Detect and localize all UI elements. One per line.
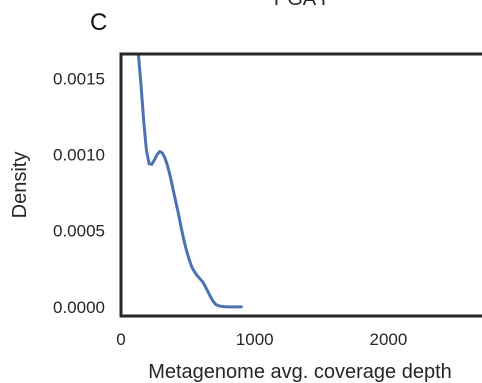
y-tick-label: 0.0005	[53, 222, 105, 241]
y-tick-label: 0.0000	[53, 298, 105, 317]
panel-label: C	[90, 9, 107, 36]
x-axis-label: Metagenome avg. coverage depth	[148, 361, 452, 383]
chart-title: PGA I	[274, 0, 326, 10]
plot-top-mask	[119, 0, 482, 53]
y-axis-label: Density	[9, 152, 31, 219]
y-tick-label: 0.0015	[53, 69, 105, 88]
x-tick-label: 1000	[236, 330, 274, 349]
y-tick-label: 0.0010	[53, 146, 105, 165]
density-line-0	[136, 52, 243, 309]
x-tick-label: 2000	[369, 330, 407, 349]
x-tick-label: 0	[116, 330, 125, 349]
plot-area: 0.0000 0.0005 0.0010 0.0015 0 1000 2000	[53, 0, 482, 349]
